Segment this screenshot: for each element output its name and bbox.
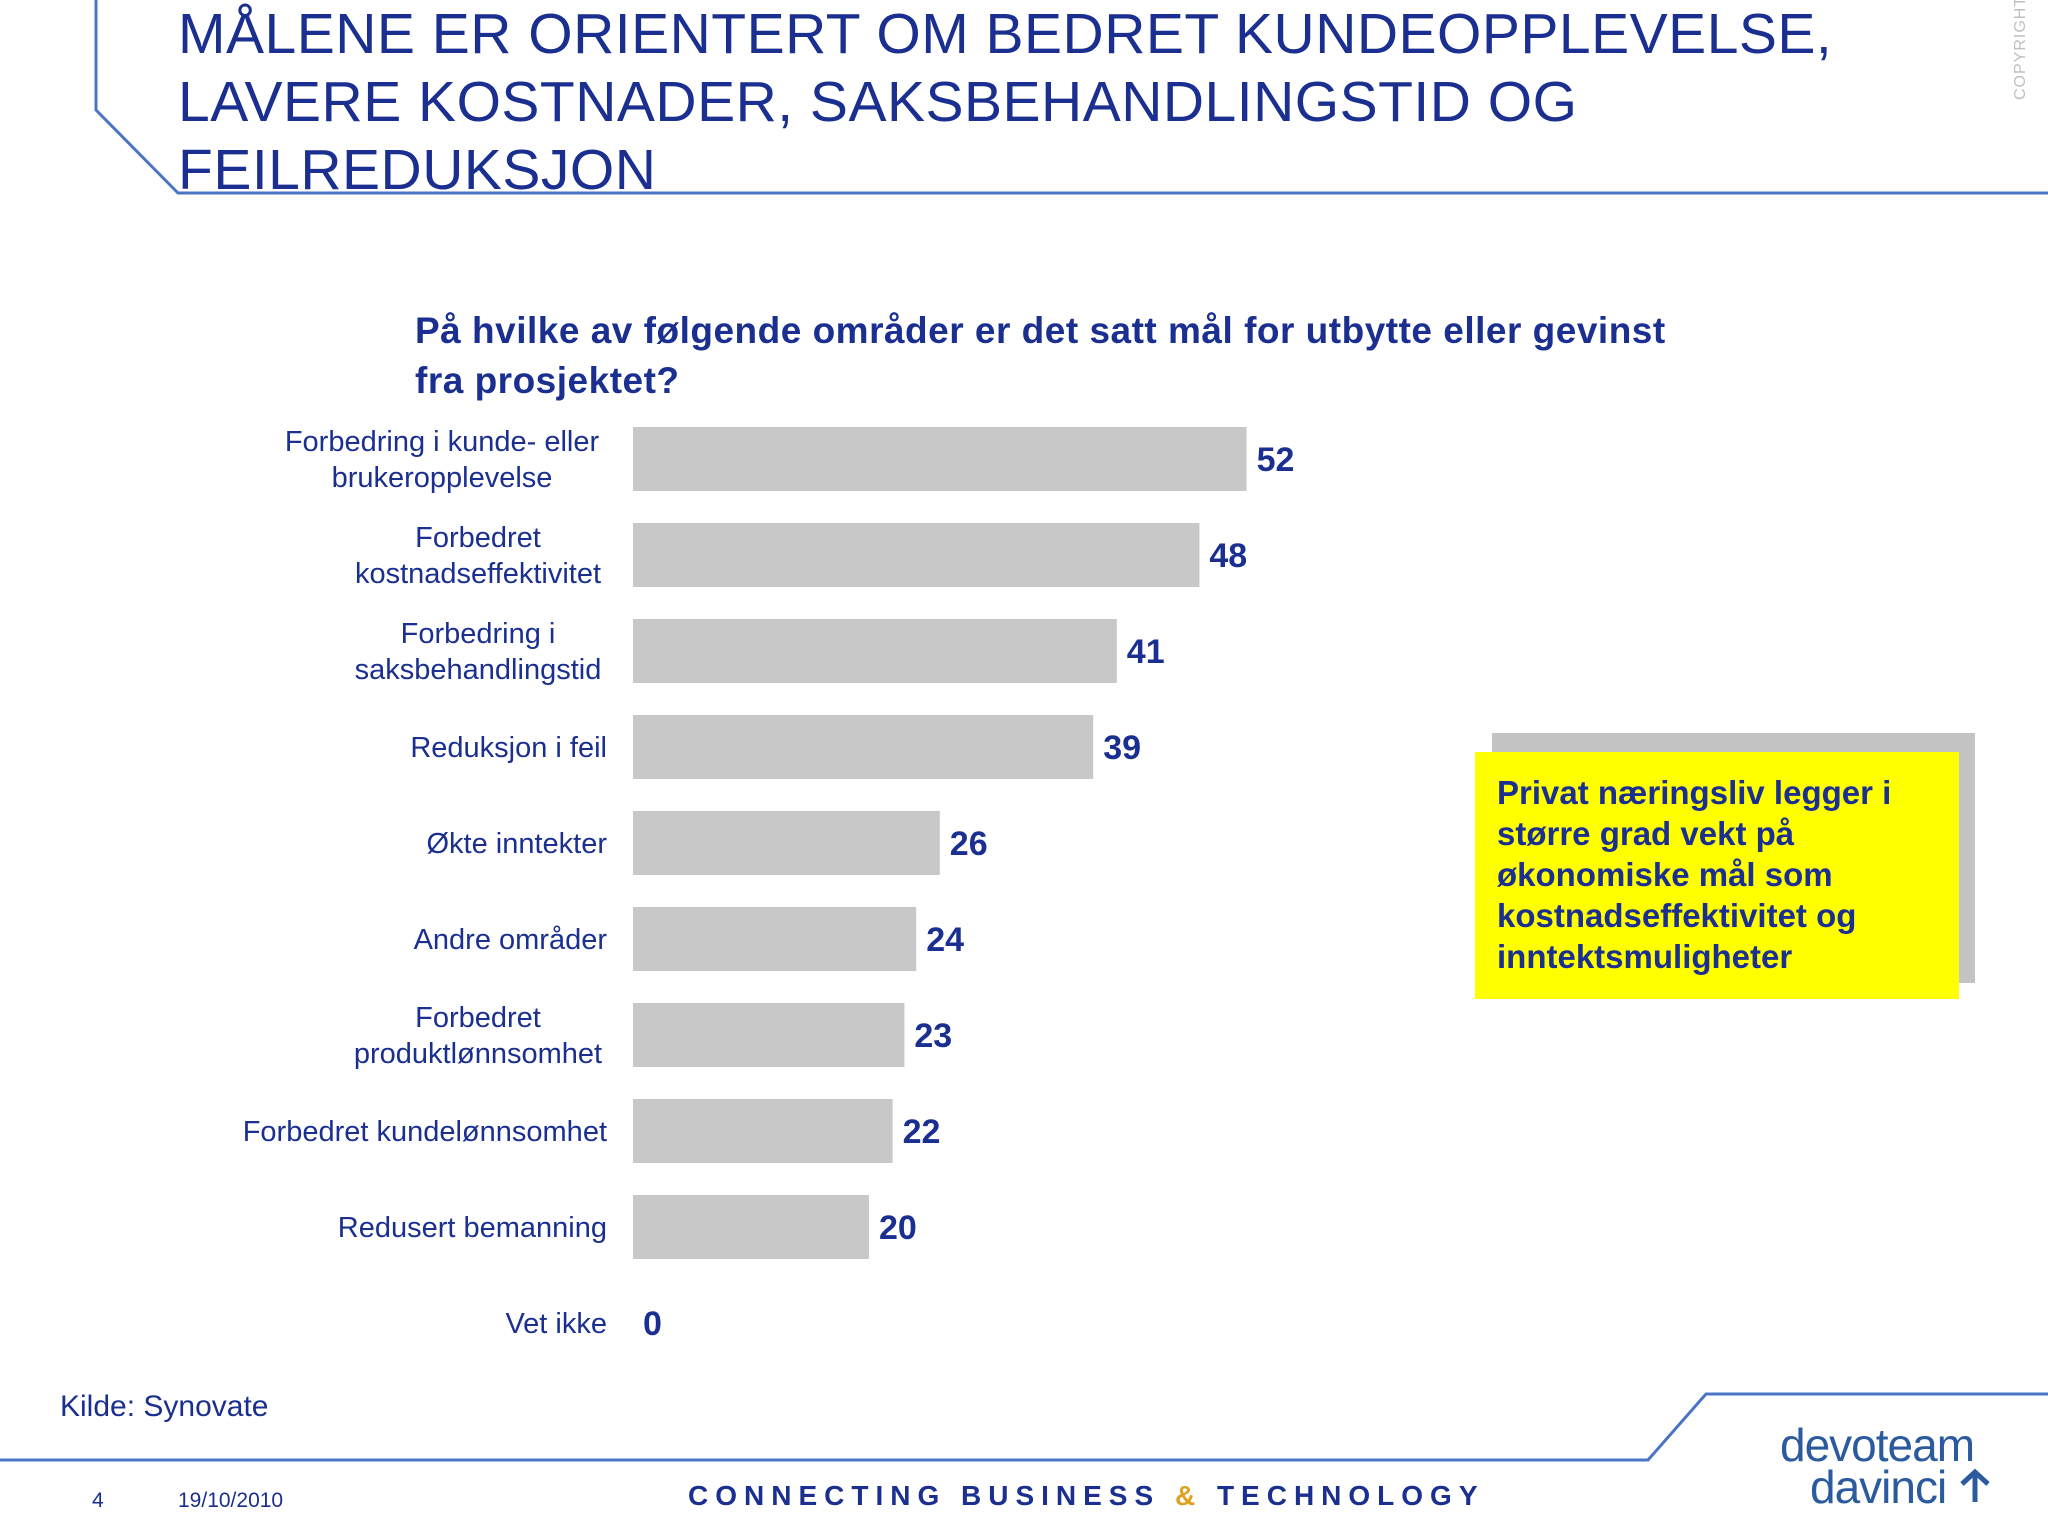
- category-label: produktlønnsomhet: [354, 1038, 602, 1070]
- data-label: 22: [903, 1113, 941, 1151]
- footer-frame-line: [0, 1392, 2048, 1462]
- callout-box: Privat næringsliv legger i større grad v…: [1475, 752, 1959, 999]
- tagline-part-1: CONNECTING BUSINESS: [688, 1480, 1175, 1511]
- slide-title: MÅLENE ER ORIENTERT OM BEDRET KUNDEOPPLE…: [178, 2, 1833, 202]
- logo-davinci: davinci: [1810, 1461, 1947, 1513]
- data-label: 39: [1103, 729, 1141, 767]
- slide-date: 19/10/2010: [178, 1489, 284, 1512]
- data-label: 41: [1127, 633, 1165, 671]
- category-label: saksbehandlingstid: [355, 654, 602, 686]
- category-label: kostnadseffektivitet: [355, 558, 601, 590]
- category-label: Forbedring i kunde- eller: [285, 426, 600, 458]
- category-label: Forbedret kundelønnsomhet: [243, 1116, 607, 1148]
- chart-title: På hvilke av følgende områder er det sat…: [415, 310, 1666, 401]
- category-label: Redusert bemanning: [338, 1212, 607, 1244]
- category-label: Vet ikke: [505, 1308, 607, 1340]
- page-number: 4: [92, 1489, 104, 1512]
- header-frame-line: [94, 0, 2048, 195]
- category-label: Forbedring i: [401, 618, 556, 650]
- bar-chart: 52 Forbedring i kunde- eller brukeroppleve…: [243, 426, 1295, 1343]
- tagline-ampersand: &: [1174, 1480, 1203, 1511]
- source-note: Kilde: Synovate: [60, 1390, 269, 1423]
- category-label: Forbedret: [415, 1002, 541, 1034]
- bar: [633, 1099, 893, 1163]
- bar: [633, 907, 917, 971]
- bar: [633, 1003, 905, 1067]
- data-label: 24: [926, 921, 964, 959]
- bar: [633, 619, 1117, 683]
- data-label: 26: [950, 825, 988, 863]
- logo-arrow-icon: [1960, 1468, 1990, 1502]
- bar: [633, 811, 940, 875]
- data-label: 23: [914, 1017, 952, 1055]
- category-label: Andre områder: [414, 924, 608, 956]
- category-label: Forbedret: [415, 522, 541, 554]
- bar: [633, 427, 1247, 491]
- category-label: Økte inntekter: [426, 828, 607, 860]
- data-label: 52: [1257, 441, 1295, 479]
- tagline: CONNECTING BUSINESS & TECHNOLOGY: [688, 1480, 1485, 1512]
- bar: [633, 715, 1094, 779]
- category-label: Reduksjon i feil: [410, 732, 607, 764]
- bar: [633, 523, 1200, 587]
- data-label: 48: [1209, 537, 1247, 575]
- category-label: brukeropplevelse: [332, 462, 553, 494]
- data-label: 20: [879, 1209, 917, 1247]
- tagline-part-2: TECHNOLOGY: [1202, 1480, 1485, 1511]
- data-label: 0: [643, 1305, 662, 1343]
- bar: [633, 1195, 869, 1259]
- logo-devoteam: devoteam: [1780, 1419, 1975, 1471]
